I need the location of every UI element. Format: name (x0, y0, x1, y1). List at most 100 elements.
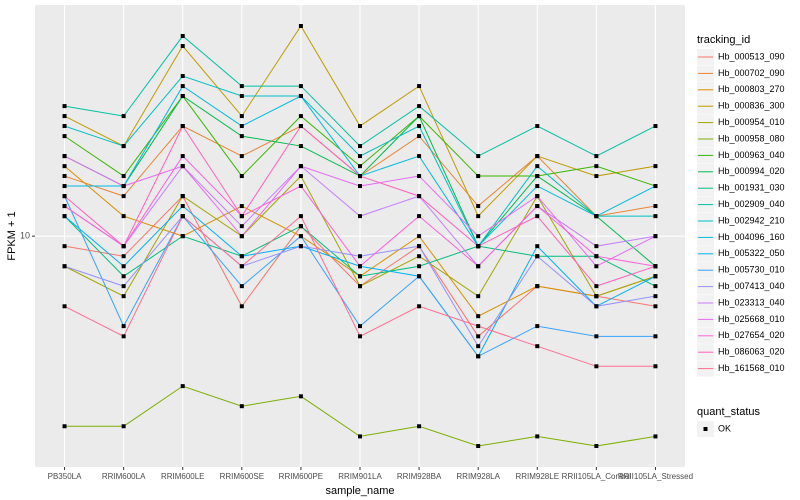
data-point (239, 304, 244, 309)
data-point (535, 124, 540, 129)
data-point (180, 94, 185, 99)
legend-label: Hb_000958_080 (718, 133, 785, 143)
data-point (417, 274, 422, 279)
x-tick-label: RRIM901LA (338, 472, 382, 481)
data-point (476, 234, 481, 239)
data-point (358, 434, 362, 439)
x-axis-title: sample_name (325, 485, 394, 497)
data-point (62, 124, 67, 129)
x-tick-label: RRII105LA_Control (562, 472, 632, 481)
data-point (653, 164, 658, 169)
data-point (653, 284, 658, 289)
data-point (594, 304, 599, 309)
data-point (239, 224, 244, 229)
data-point (298, 394, 303, 399)
data-point (239, 234, 244, 239)
data-point (180, 384, 185, 389)
data-point (298, 244, 303, 249)
data-point (417, 124, 422, 129)
x-tick-label: RRIM600PE (279, 472, 323, 481)
data-point (358, 174, 362, 179)
data-point (476, 174, 481, 179)
legend-label: Hb_005322_050 (718, 248, 785, 258)
data-point (358, 254, 362, 259)
data-point (62, 204, 67, 209)
data-point (653, 234, 658, 239)
legend-point (703, 427, 708, 431)
data-point (298, 124, 303, 129)
x-tick-label: RRIM600SE (220, 472, 264, 481)
legend-label: Hb_005730_010 (718, 265, 785, 275)
data-point (476, 264, 481, 269)
x-tick-label: RRIM600LE (161, 472, 205, 481)
data-point (653, 294, 658, 299)
legend-label: Hb_000513_090 (718, 51, 785, 61)
data-point (653, 364, 658, 369)
data-point (298, 214, 303, 219)
legend-label: Hb_000803_270 (718, 84, 785, 94)
data-point (298, 164, 303, 169)
legend-label: Hb_161568_010 (718, 363, 785, 373)
data-point (594, 264, 599, 269)
data-point (239, 264, 244, 269)
data-point (62, 164, 67, 169)
data-point (180, 44, 185, 49)
data-point (298, 224, 303, 229)
data-point (298, 23, 303, 28)
data-point (535, 434, 540, 439)
data-point (476, 244, 481, 249)
data-point (62, 104, 67, 109)
data-point (653, 124, 658, 129)
data-point (653, 214, 658, 219)
data-point (594, 294, 599, 299)
data-point (239, 284, 244, 289)
data-point (358, 124, 362, 129)
data-point (535, 204, 540, 209)
data-point (121, 274, 126, 279)
data-point (535, 214, 540, 219)
legend-label: Hb_001931_030 (718, 183, 785, 193)
x-tick-label: PB350LA (48, 472, 82, 481)
data-point (239, 204, 244, 209)
data-point (653, 434, 658, 439)
data-point (121, 254, 126, 259)
data-point (535, 344, 540, 349)
data-point (594, 444, 599, 449)
x-tick-label: RRIM600LA (102, 472, 146, 481)
data-point (180, 34, 185, 39)
x-tick-label: RRII105LA_Stressed (618, 472, 693, 481)
data-point (358, 324, 362, 329)
legend-label: Hb_004096_160 (718, 232, 785, 242)
data-point (653, 264, 658, 269)
legend-label: Hb_000836_300 (718, 101, 785, 111)
data-point (594, 334, 599, 339)
data-point (535, 194, 540, 199)
data-point (180, 204, 185, 209)
legend-title: tracking_id (697, 34, 750, 46)
data-point (121, 194, 126, 199)
data-point (535, 244, 540, 249)
data-point (121, 284, 126, 289)
data-point (417, 114, 422, 119)
data-point (653, 274, 658, 279)
data-point (298, 94, 303, 99)
data-point (535, 254, 540, 259)
data-point (594, 364, 599, 369)
data-point (653, 204, 658, 209)
data-point (62, 174, 67, 179)
data-point (417, 234, 422, 239)
legend-label: Hb_027654_020 (718, 330, 785, 340)
data-point (121, 114, 126, 119)
legend-label: Hb_000963_040 (718, 150, 785, 160)
data-point (417, 264, 422, 269)
data-point (121, 294, 126, 299)
data-point (121, 214, 126, 219)
data-point (417, 194, 422, 199)
data-point (239, 214, 244, 219)
data-point (239, 134, 244, 139)
data-point (535, 284, 540, 289)
data-point (62, 184, 67, 189)
data-point (121, 144, 126, 149)
data-point (180, 124, 185, 129)
